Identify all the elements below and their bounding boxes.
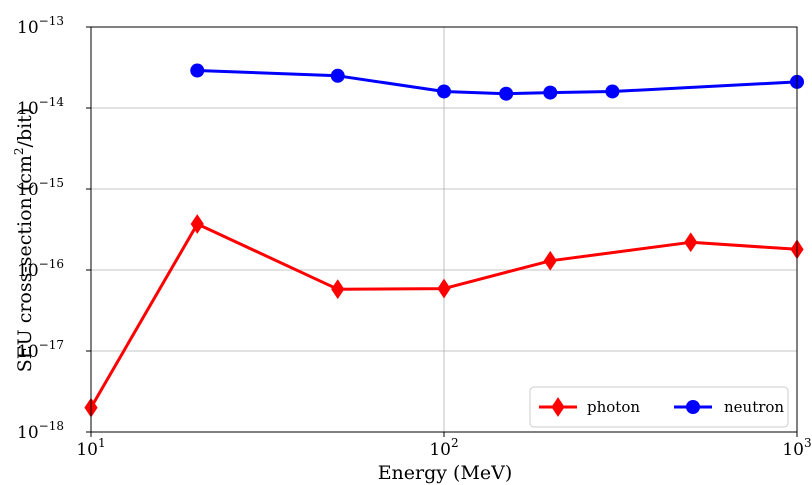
neutron-point (543, 85, 558, 100)
legend-photon-marker (551, 397, 565, 417)
y-tick-label: 10−13 (17, 14, 64, 38)
legend-neutron-marker (686, 400, 700, 414)
legend-box (529, 386, 789, 428)
y-tick-label: 10−16 (17, 257, 64, 281)
x-tick-label: 101 (76, 436, 105, 460)
neutron-point (499, 86, 514, 101)
x-tick-label: 102 (429, 436, 458, 460)
legend-photon-label: photon (587, 398, 640, 416)
y-axis-label-tail: /bit) (14, 108, 36, 148)
y-tick-label: 10−15 (17, 176, 64, 200)
y-axis-label: SEU cross-section (cm2/bit) (12, 108, 36, 373)
y-tick-label: 10−14 (17, 95, 64, 119)
y-tick-label: 10−17 (17, 338, 64, 362)
legend-neutron-label: neutron (724, 398, 784, 416)
photon-point (543, 250, 557, 271)
y-axis-label-sup: 2 (12, 147, 26, 155)
neutron-point (330, 68, 345, 83)
plot-frame (90, 26, 798, 433)
photon-point (190, 214, 204, 234)
photon-point (331, 279, 345, 300)
neutron-point (437, 84, 451, 99)
photon-point (437, 278, 451, 299)
x-axis-label: Energy (MeV) (378, 462, 513, 484)
neutron-line (197, 69, 798, 96)
data-series (84, 63, 804, 418)
y-axis-label-main: SEU cross-section (cm (14, 155, 36, 372)
y-tick-label: 10−18 (17, 419, 64, 443)
neutron-point (605, 84, 620, 99)
axis-ticks: 101 102 103 10−18 10−17 10−16 10−15 10−14 10−13 (17, 14, 812, 460)
legend: photon neutron (529, 386, 789, 428)
x-tick-label: 103 (782, 436, 811, 460)
photon-point (684, 232, 698, 253)
neutron-point (190, 63, 205, 78)
